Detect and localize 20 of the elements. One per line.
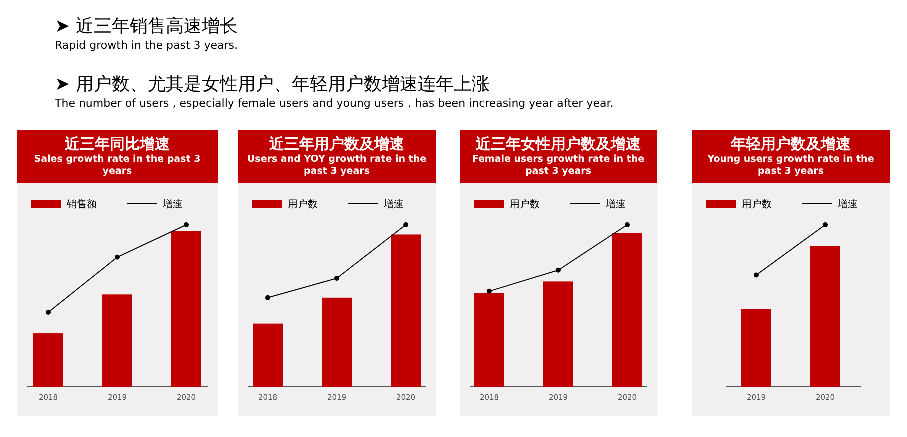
text: Rapid growth in the past 3 years. [55, 39, 238, 52]
legend-label: 销售额 [66, 198, 97, 210]
legend-label: 增速 [162, 198, 183, 210]
text: ➤ 近三年销售高速增长 [55, 15, 238, 38]
chart-title: 近三年同比增速 [64, 135, 171, 154]
legend-label: 用户数 [288, 198, 318, 210]
chart-subtitle: Users and YOY growth rate in the past 3 years [246, 154, 428, 178]
legend-label: 增速 [837, 198, 858, 210]
chart-title: 近三年用户数及增速 [268, 135, 406, 154]
legend-label: 用户数 [742, 198, 772, 210]
text: The number of users , especially female users and young users，has been increasing year after year. [55, 96, 614, 111]
chart-title: 年轻用户数及增速 [730, 135, 852, 154]
legend-label: 用户数 [510, 198, 540, 210]
chart-subtitle: Female users growth rate in the past 3 years [471, 154, 646, 178]
chart-subtitle: Young users growth rate in the past 3 years [706, 154, 876, 178]
chart-subtitle: Sales growth rate in the past 3 years [33, 154, 202, 178]
legend-label: 增速 [605, 198, 626, 210]
chart-title: 近三年女性用户数及增速 [475, 135, 642, 154]
text: ➤ 用户数、尤其是女性用户、年轻用户数增速连年上涨 [55, 73, 490, 96]
legend-label: 增速 [383, 198, 404, 210]
